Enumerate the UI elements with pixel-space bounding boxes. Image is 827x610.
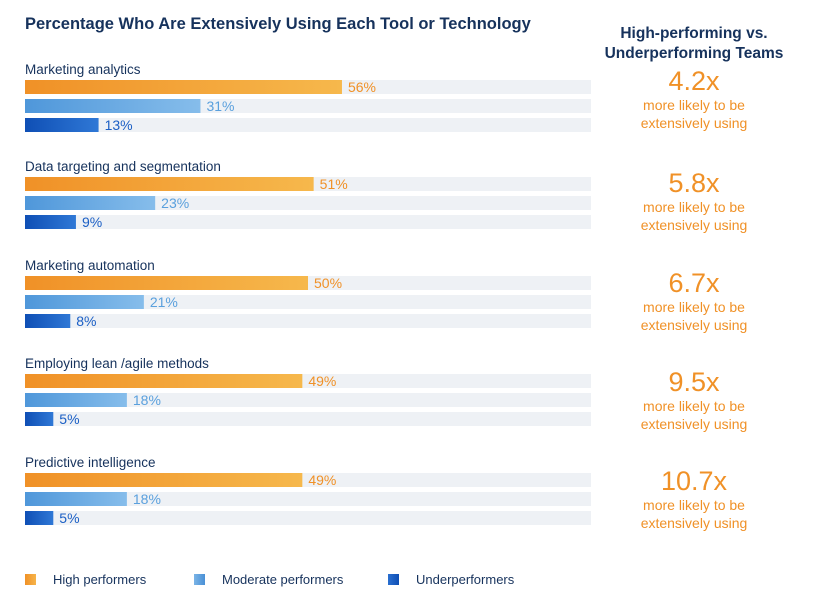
legend-label-high: High performers [53,572,147,587]
bar-track [25,511,591,525]
data-label-high-marketing-analytics: 56% [348,79,376,95]
data-label-moderate-marketing-analytics: 31% [206,98,234,114]
bar-track [25,393,591,407]
bar-moderate-employing-lean-agile-methods [25,393,127,407]
multiplier-caption-line1: more likely to be [643,199,745,215]
multiplier-value: 4.2x [668,66,720,96]
legend-label-moderate: Moderate performers [222,572,344,587]
category-label-employing-lean-agile-methods: Employing lean /agile methods [25,356,209,371]
bar-high-data-targeting-and-segmentation [25,177,314,191]
multiplier-caption-line2: extensively using [640,317,748,333]
data-label-under-data-targeting-and-segmentation: 9% [82,214,102,230]
bar-track [25,412,591,426]
data-label-high-data-targeting-and-segmentation: 51% [320,176,348,192]
legend-swatch-high [25,574,36,585]
data-label-under-predictive-intelligence: 5% [59,510,79,526]
multiplier-caption-line2: extensively using [640,515,748,531]
multiplier-card: 10.7x more likely to be extensively using [596,466,792,532]
multiplier-card: 9.5x more likely to be extensively using [596,367,792,433]
bar-track [25,118,591,132]
multiplier-caption-line1: more likely to be [643,97,745,113]
side-panel-title-line1: High-performing vs. [620,25,768,42]
data-label-high-predictive-intelligence: 49% [308,472,336,488]
bar-track [25,492,591,506]
data-label-under-marketing-analytics: 13% [105,117,133,133]
bar-under-marketing-automation [25,314,71,328]
bar-under-data-targeting-and-segmentation [25,215,76,229]
bar-under-predictive-intelligence [25,511,54,525]
bar-high-marketing-analytics [25,80,342,94]
bar-high-employing-lean-agile-methods [25,374,303,388]
bar-moderate-marketing-automation [25,295,144,309]
data-label-high-marketing-automation: 50% [314,275,342,291]
data-label-moderate-employing-lean-agile-methods: 18% [133,392,161,408]
bar-moderate-predictive-intelligence [25,492,127,506]
bar-track [25,295,591,309]
bar-high-marketing-automation [25,276,308,290]
category-label-predictive-intelligence: Predictive intelligence [25,455,156,470]
multiplier-card: 5.8x more likely to be extensively using [596,168,792,234]
multiplier-value: 6.7x [668,268,720,298]
bar-track [25,196,591,210]
side-panel-title: High-performing vs. Underperforming Team… [596,24,792,64]
bar-moderate-marketing-analytics [25,99,201,113]
bar-under-employing-lean-agile-methods [25,412,54,426]
multiplier-value: 9.5x [668,367,720,397]
bar-track [25,215,591,229]
data-label-under-marketing-automation: 8% [76,313,96,329]
multiplier-value: 5.8x [668,168,720,198]
data-label-moderate-predictive-intelligence: 18% [133,491,161,507]
data-label-moderate-data-targeting-and-segmentation: 23% [161,195,189,211]
bar-moderate-data-targeting-and-segmentation [25,196,156,210]
data-label-under-employing-lean-agile-methods: 5% [59,411,79,427]
data-label-high-employing-lean-agile-methods: 49% [308,373,336,389]
bar-track [25,314,591,328]
chart-title: Percentage Who Are Extensively Using Eac… [25,15,531,33]
legend-swatch-under [388,574,399,585]
legend-label-under: Underperformers [416,572,515,587]
category-label-data-targeting-and-segmentation: Data targeting and segmentation [25,159,221,174]
side-panel-title-line2: Underperforming Teams [604,45,784,62]
multiplier-caption-line2: extensively using [640,115,748,131]
multiplier-caption-line2: extensively using [640,217,748,233]
multiplier-value: 10.7x [660,466,728,496]
multiplier-caption-line1: more likely to be [643,299,745,315]
multiplier-card: 4.2x more likely to be extensively using [596,66,792,132]
multiplier-caption-line1: more likely to be [643,497,745,513]
bar-under-marketing-analytics [25,118,99,132]
category-label-marketing-automation: Marketing automation [25,258,155,273]
category-label-marketing-analytics: Marketing analytics [25,62,141,77]
legend-swatch-moderate [194,574,205,585]
multiplier-card: 6.7x more likely to be extensively using [596,268,792,334]
data-label-moderate-marketing-automation: 21% [150,294,178,310]
multiplier-caption-line1: more likely to be [643,398,745,414]
multiplier-caption-line2: extensively using [640,416,748,432]
bar-high-predictive-intelligence [25,473,303,487]
